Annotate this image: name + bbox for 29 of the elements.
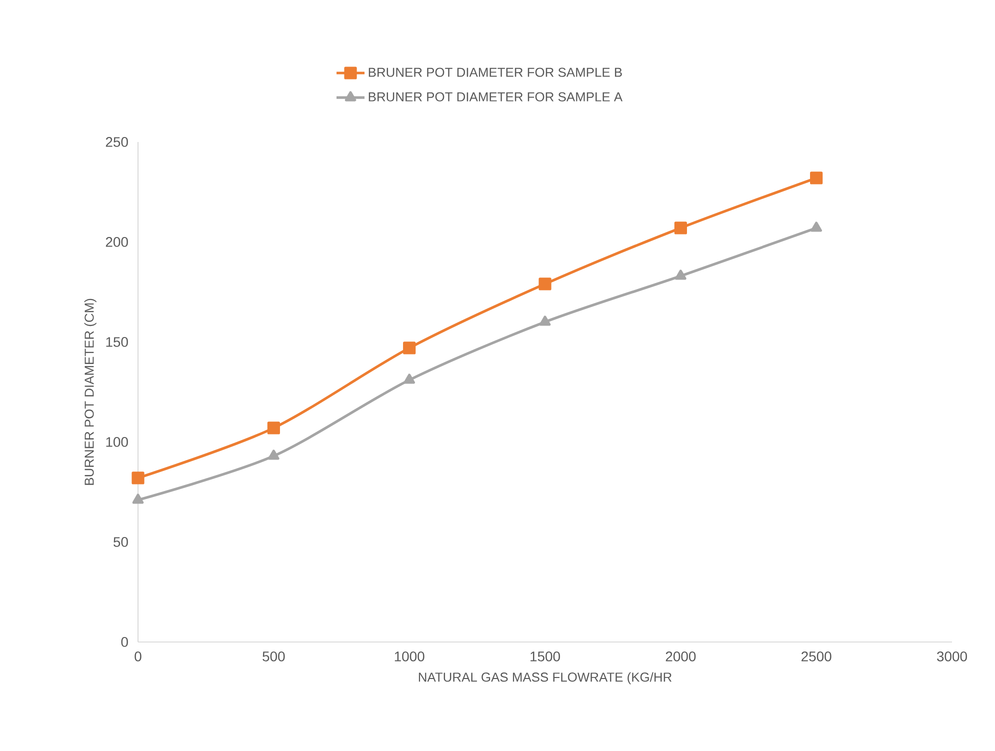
point xyxy=(268,450,280,460)
x-axis-title: NATURAL GAS MASS FLOWRATE (KG/HR xyxy=(418,672,672,684)
x-tick-label: 0 xyxy=(134,651,142,662)
point xyxy=(674,222,687,234)
y-tick-label: 100 xyxy=(106,437,128,447)
y-tick-label: 200 xyxy=(106,237,128,247)
point xyxy=(404,374,415,384)
point xyxy=(132,494,144,504)
y-tick-label: 0 xyxy=(121,637,128,647)
point xyxy=(675,270,686,280)
point xyxy=(267,422,280,434)
point xyxy=(810,172,823,184)
y-tick-label: 50 xyxy=(114,537,128,547)
point xyxy=(810,222,822,232)
point xyxy=(539,316,551,326)
point xyxy=(403,342,416,354)
x-tick-label: 3000 xyxy=(937,651,967,662)
x-tick-label: 2500 xyxy=(802,651,832,662)
y-tick-label: 150 xyxy=(106,337,128,347)
y-tick-label: 250 xyxy=(106,137,128,147)
x-tick-label: 1000 xyxy=(394,651,424,662)
point xyxy=(538,278,552,290)
x-tick-label: 1500 xyxy=(530,651,560,662)
legend-label: BRUNER POT DIAMETER FOR SAMPLE B xyxy=(368,68,622,77)
x-tick-label: 500 xyxy=(262,651,285,662)
legend-label: BRUNER POT DIAMETER FOR SAMPLE A xyxy=(368,92,623,102)
x-tick-label: 2000 xyxy=(666,651,696,662)
y-axis-title: BURNER POT DIAMETER (CM) xyxy=(84,298,96,485)
point xyxy=(132,472,144,484)
